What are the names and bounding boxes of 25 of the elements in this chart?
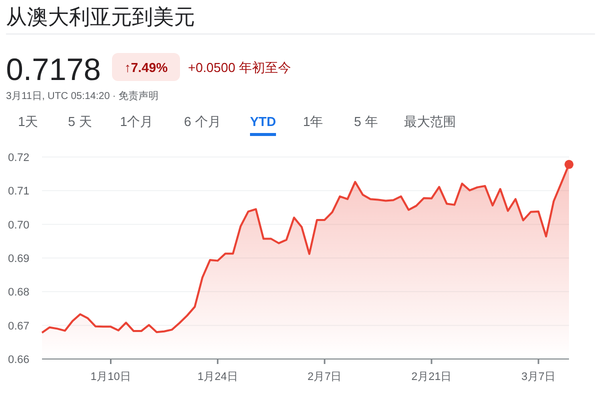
y-tick-label: 0.72 [8,152,30,164]
text: 1天 [18,114,38,129]
chart-title: 从澳大利亚元到美元 [6,6,195,29]
text: 0.7178 [6,52,101,87]
text: 3月11日, UTC 05:14:20 · 免责声明 [6,90,159,102]
y-tick-label: 0.68 [8,286,30,299]
text: 5 年 [354,114,378,129]
x-tick-label: 3月7日 [521,371,556,383]
y-tick-label: 0.69 [8,253,30,265]
x-tick-label: 2月7日 [307,371,342,383]
y-tick-label: 0.71 [8,186,30,198]
y-tick-label: 0.67 [8,320,30,332]
text: 6 个月 [184,114,221,129]
x-tick-label: 2月21日 [411,371,452,383]
y-tick-label: 0.66 [8,354,30,366]
text: 最大范围 [404,114,456,129]
text: 5 天 [68,114,92,129]
text: YTD [250,114,276,129]
text: 1个月 [120,114,154,129]
x-tick-label: 1月24日 [197,371,238,383]
text: ↑7.49% [124,60,168,75]
y-tick-label: 0.70 [8,219,30,232]
text: +0.0500 年初至今 [188,60,291,75]
text: 1年 [303,114,324,129]
x-tick-label: 1月10日 [90,371,131,383]
